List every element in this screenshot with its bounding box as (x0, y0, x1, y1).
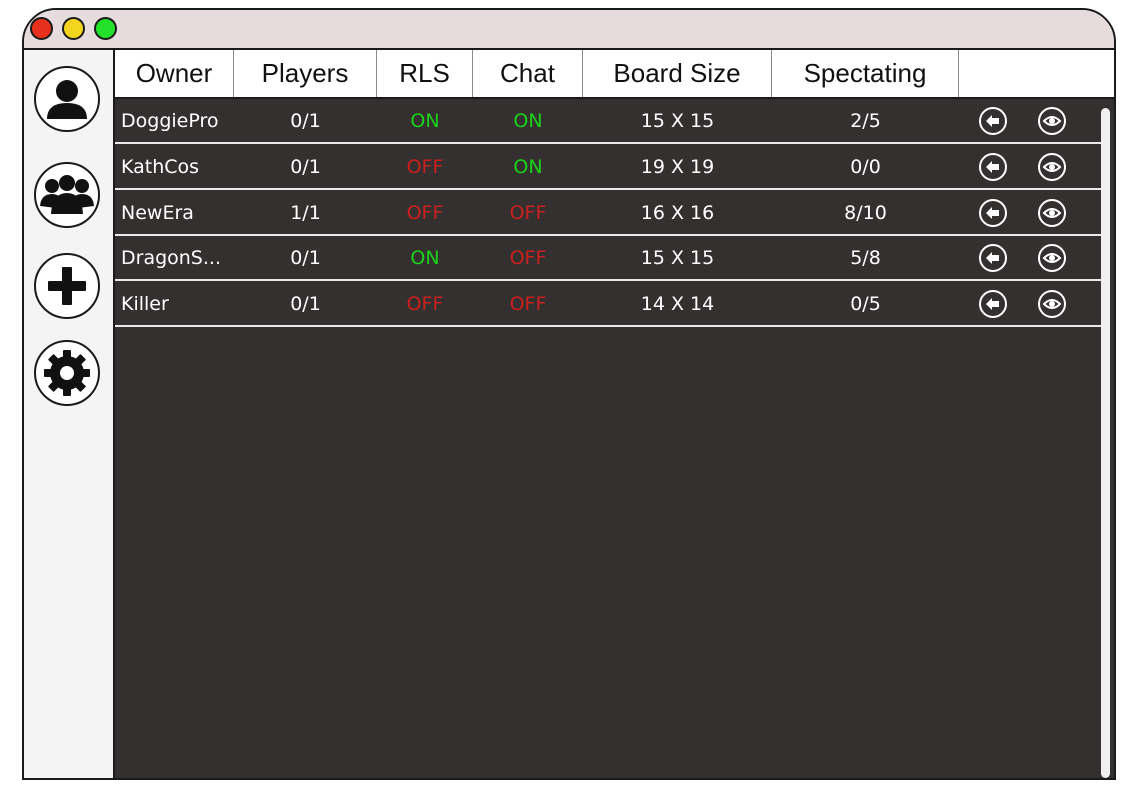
table-header: Owner Players RLS Chat Board Size Specta… (115, 50, 1114, 99)
cell-players: 0/1 (290, 156, 321, 178)
arrow-left-icon (986, 252, 999, 264)
cell-board-size: 14 X 14 (640, 293, 715, 315)
column-header-rls[interactable]: RLS (377, 50, 473, 97)
column-header-chat[interactable]: Chat (473, 50, 583, 97)
cell-rls: ON (410, 110, 440, 132)
sidebar-item-create[interactable] (34, 253, 100, 319)
column-header-board-size[interactable]: Board Size (583, 50, 772, 97)
cell-spectating: 0/0 (850, 156, 881, 178)
user-icon (47, 80, 87, 119)
cell-owner: DragonS... (121, 247, 221, 269)
spectate-button[interactable] (1038, 244, 1066, 272)
column-header-spectating[interactable]: Spectating (772, 50, 959, 97)
plus-icon (48, 267, 86, 305)
column-header-players[interactable]: Players (234, 50, 377, 97)
eye-icon (1042, 116, 1062, 126)
table-row[interactable]: DoggiePro 0/1 ON ON 15 X 15 2/5 (115, 100, 1107, 144)
cell-rls: OFF (406, 202, 444, 224)
arrow-left-icon (986, 115, 999, 127)
lobby-table: Owner Players RLS Chat Board Size Specta… (115, 50, 1114, 778)
sidebar (24, 50, 115, 778)
cell-spectating: 2/5 (850, 110, 881, 132)
cell-players: 0/1 (290, 110, 321, 132)
spectate-button[interactable] (1038, 290, 1066, 318)
sidebar-item-profile[interactable] (34, 66, 100, 132)
cell-rls: OFF (406, 156, 444, 178)
cell-board-size: 15 X 15 (640, 110, 715, 132)
maximize-button[interactable] (94, 17, 117, 40)
column-header-owner[interactable]: Owner (115, 50, 234, 97)
join-button[interactable] (979, 107, 1007, 135)
spectate-button[interactable] (1038, 107, 1066, 135)
spectate-button[interactable] (1038, 153, 1066, 181)
join-button[interactable] (979, 153, 1007, 181)
cell-chat: OFF (509, 293, 547, 315)
cell-chat: OFF (509, 247, 547, 269)
cell-board-size: 15 X 15 (640, 247, 715, 269)
cell-board-size: 19 X 19 (640, 156, 715, 178)
join-button[interactable] (979, 290, 1007, 318)
arrow-left-icon (986, 207, 999, 219)
sidebar-item-friends[interactable] (34, 162, 100, 228)
cell-players: 0/1 (290, 293, 321, 315)
gear-icon (44, 350, 90, 396)
cell-spectating: 5/8 (850, 247, 881, 269)
cell-board-size: 16 X 16 (640, 202, 715, 224)
group-icon (40, 175, 94, 214)
cell-owner: NewEra (121, 202, 194, 224)
cell-spectating: 8/10 (844, 202, 887, 224)
cell-players: 1/1 (290, 202, 321, 224)
eye-icon (1042, 208, 1062, 218)
cell-chat: OFF (509, 202, 547, 224)
table-row[interactable]: KathCos 0/1 OFF ON 19 X 19 0/0 (115, 146, 1107, 190)
cell-chat: ON (513, 110, 543, 132)
cell-rls: OFF (406, 293, 444, 315)
cell-owner: Killer (121, 293, 169, 315)
sidebar-item-settings[interactable] (34, 340, 100, 406)
cell-chat: ON (513, 156, 543, 178)
arrow-left-icon (986, 161, 999, 173)
app-window: Owner Players RLS Chat Board Size Specta… (22, 8, 1116, 780)
cell-spectating: 0/5 (850, 293, 881, 315)
join-button[interactable] (979, 199, 1007, 227)
join-button[interactable] (979, 244, 1007, 272)
title-bar (24, 10, 1114, 50)
spectate-button[interactable] (1038, 199, 1066, 227)
table-row[interactable]: Killer 0/1 OFF OFF 14 X 14 0/5 (115, 283, 1107, 327)
eye-icon (1042, 162, 1062, 172)
eye-icon (1042, 299, 1062, 309)
cell-rls: ON (410, 247, 440, 269)
table-row[interactable]: DragonS... 0/1 ON OFF 15 X 15 5/8 (115, 237, 1107, 281)
minimize-button[interactable] (62, 17, 85, 40)
cell-players: 0/1 (290, 247, 321, 269)
cell-owner: KathCos (121, 156, 200, 178)
arrow-left-icon (986, 298, 999, 310)
cell-owner: DoggiePro (121, 110, 219, 132)
close-button[interactable] (30, 17, 53, 40)
scrollbar[interactable] (1101, 108, 1110, 778)
eye-icon (1042, 253, 1062, 263)
table-row[interactable]: NewEra 1/1 OFF OFF 16 X 16 8/10 (115, 192, 1107, 236)
